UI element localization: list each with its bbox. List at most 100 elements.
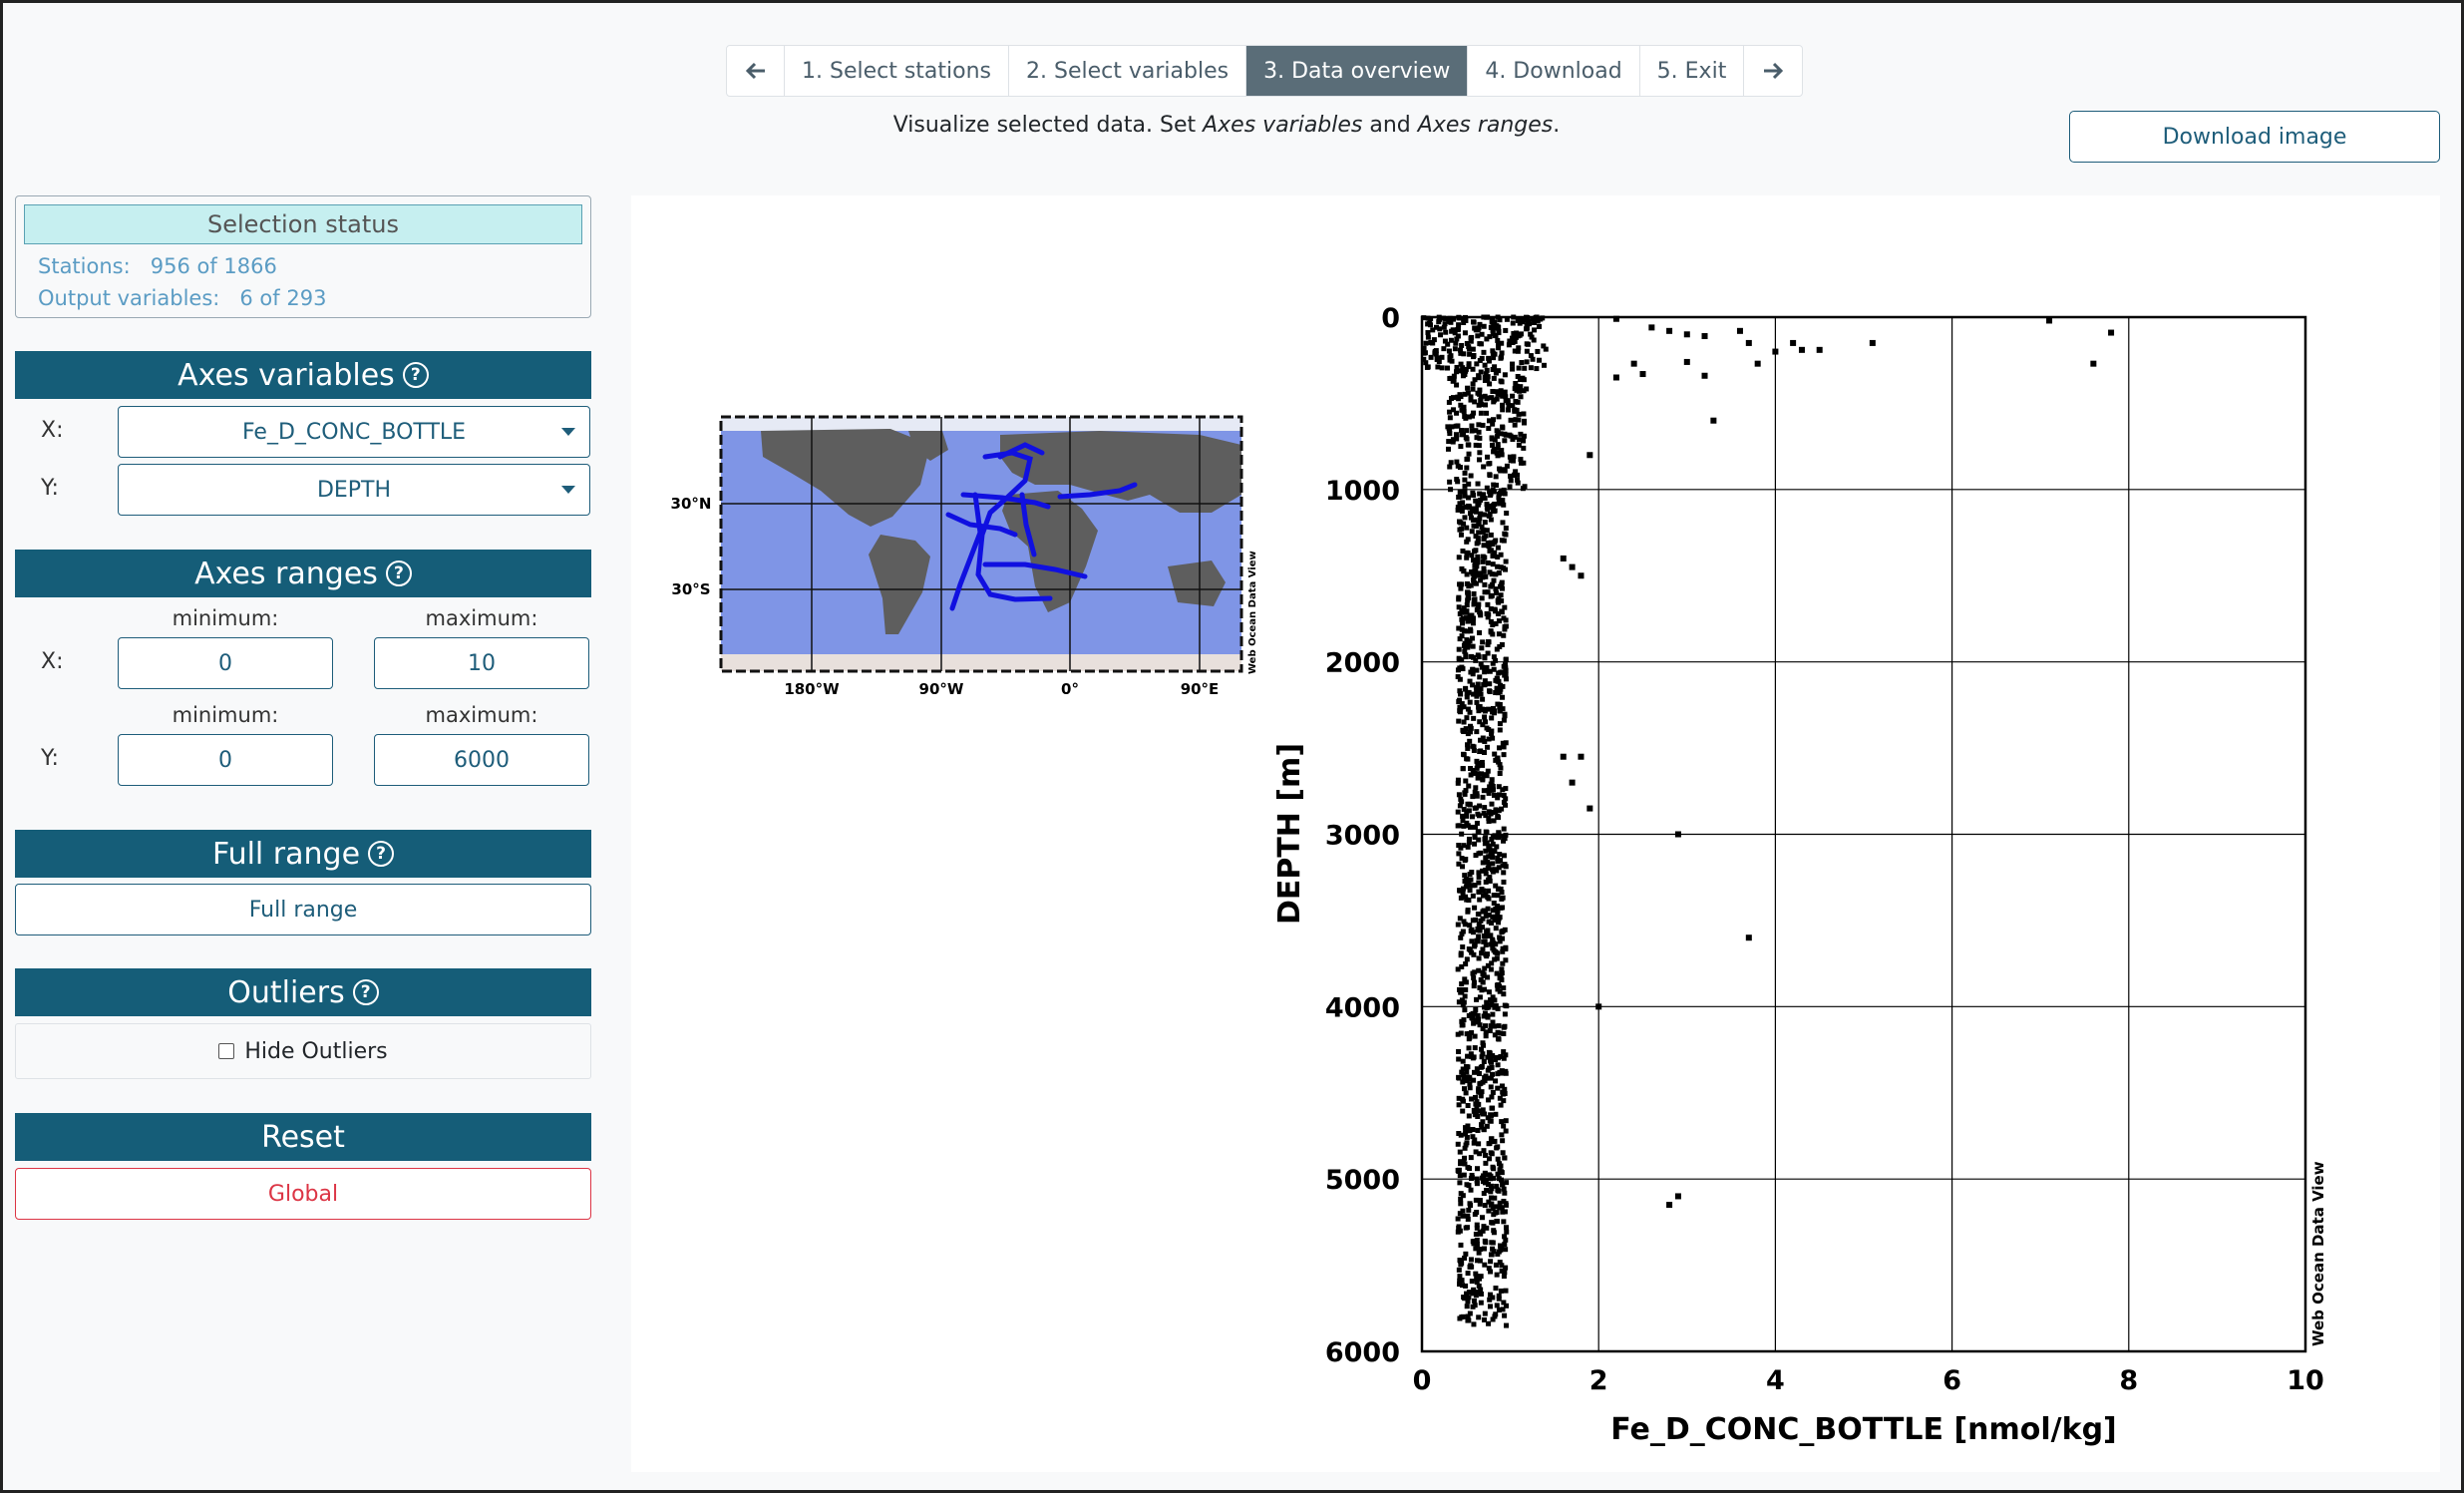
data-point [1504,463,1510,469]
data-point [1485,744,1491,750]
y-variable-select[interactable]: DEPTH [118,464,590,516]
data-point [1453,432,1459,438]
help-icon[interactable]: ? [402,362,429,388]
data-point [1460,1066,1466,1072]
x-tick-label: 2 [1589,1365,1608,1396]
data-point [1479,771,1485,777]
outlier-point [1816,346,1823,353]
data-point [1503,1247,1509,1253]
data-point [1498,833,1504,839]
data-point [1425,334,1431,340]
data-point [1490,735,1496,741]
hide-outliers-label[interactable]: Hide Outliers [244,1038,388,1064]
data-point [1474,1181,1480,1187]
data-point [1502,713,1508,719]
outlier-point [1754,360,1761,367]
data-point [1466,1012,1472,1018]
data-point [1462,993,1468,999]
y-tick-label: 3000 [1325,821,1400,852]
wizard-step-exit[interactable]: 5. Exit [1640,46,1745,96]
data-point [1501,1274,1507,1280]
data-point [1489,777,1495,783]
data-point [1476,1070,1482,1076]
data-point [1460,1098,1466,1104]
data-point [1497,1095,1503,1101]
data-point [1471,715,1477,721]
data-point [1455,333,1461,339]
data-point [1475,771,1481,777]
data-point [1480,529,1486,535]
data-point [1487,689,1493,695]
data-point [1474,996,1480,1002]
data-point [1473,548,1479,554]
data-point [1496,1023,1502,1029]
data-point [1496,414,1502,420]
data-point [1497,988,1503,994]
data-point [1476,870,1482,876]
data-point [1458,989,1464,995]
hide-outliers-checkbox[interactable] [218,1043,235,1059]
wizard-prev-button[interactable] [727,46,785,96]
data-point [1462,1086,1468,1092]
data-point [1467,346,1473,352]
data-point [1479,331,1485,337]
y-min-input[interactable] [118,734,333,786]
data-point [1479,595,1485,601]
data-point [1468,616,1474,622]
x-tick-label: 4 [1766,1365,1785,1396]
data-point [1470,643,1476,649]
wizard-step-select-stations[interactable]: 1. Select stations [785,46,1010,96]
data-point [1496,1161,1502,1167]
data-point [1501,502,1507,508]
data-point [1478,1093,1484,1099]
data-point [1494,396,1500,402]
data-point [1518,431,1524,437]
y-max-input[interactable] [374,734,589,786]
global-reset-button[interactable]: Global [15,1168,591,1220]
data-point [1496,631,1502,637]
x-max-input[interactable] [374,637,589,689]
data-point [1489,1151,1495,1157]
data-point [1463,1251,1469,1257]
data-point [1467,678,1473,684]
data-point [1470,615,1476,621]
data-point [1501,744,1507,750]
data-point [1479,664,1485,670]
data-point [1472,1094,1478,1100]
data-point [1461,843,1467,849]
data-point [1468,766,1474,772]
x-variable-select[interactable]: Fe_D_CONC_BOTTLE [118,406,590,458]
data-point [1485,650,1491,656]
help-icon[interactable]: ? [385,560,412,586]
data-point [1502,1209,1508,1215]
data-point [1473,853,1479,859]
full-range-button[interactable]: Full range [15,884,591,935]
data-point [1471,974,1477,980]
x-tick-label: 10 [2287,1365,2324,1396]
wizard-step-data-overview[interactable]: 3. Data overview [1246,46,1469,96]
data-point [1458,1242,1464,1248]
wizard-step-select-variables[interactable]: 2. Select variables [1009,46,1247,96]
data-point [1495,1036,1501,1042]
wizard-step-download[interactable]: 4. Download [1468,46,1640,96]
help-icon[interactable]: ? [368,841,395,867]
data-point [1521,445,1527,451]
data-point [1477,1201,1483,1207]
data-point [1502,1086,1508,1092]
data-point [1471,354,1477,360]
data-point [1470,381,1476,387]
data-point [1476,1101,1482,1107]
data-point [1488,1183,1494,1189]
data-point [1481,938,1487,944]
download-image-button[interactable]: Download image [2069,111,2440,163]
data-point [1507,432,1513,438]
help-icon[interactable]: ? [352,979,379,1005]
data-point [1466,414,1472,420]
data-point [1495,1085,1501,1091]
data-point [1501,1123,1507,1129]
data-point [1474,1276,1480,1282]
data-point [1498,886,1504,892]
x-min-input[interactable] [118,637,333,689]
wizard-next-button[interactable] [1744,46,1802,96]
data-point [1437,316,1443,322]
